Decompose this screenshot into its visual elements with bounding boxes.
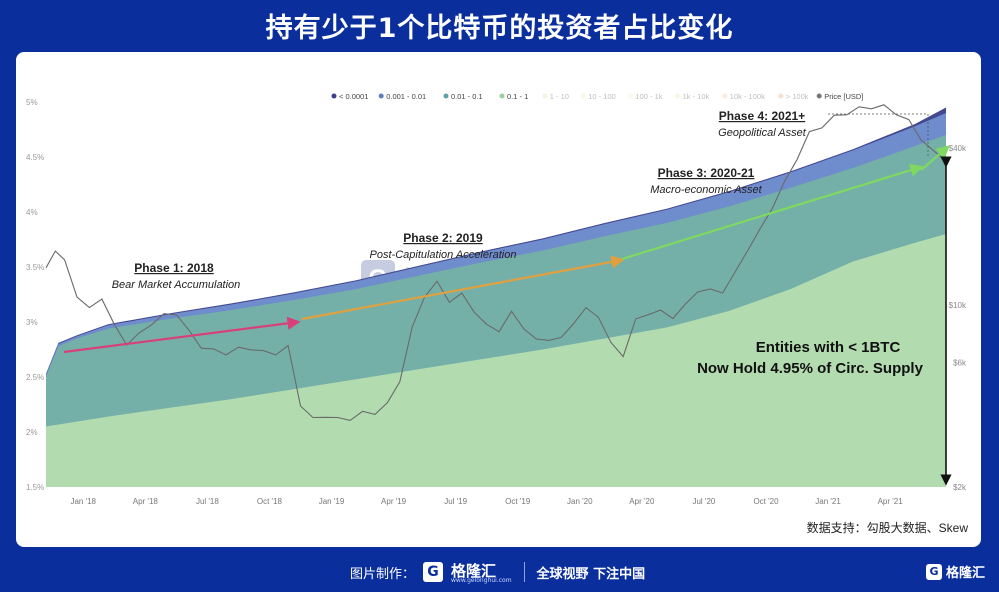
phase-title: Phase 3: 2020-21	[658, 166, 755, 180]
y-left-tick-label: 2.5%	[26, 373, 44, 382]
y-left-tick-label: 3.5%	[26, 263, 44, 272]
legend: < 0.0001 0.001 - 0.01 0.01 - 0.1 0.1 - 1 1 -…	[331, 92, 863, 101]
legend-entry: 1 - 10	[550, 92, 569, 101]
x-tick-label: Jul '19	[444, 497, 467, 506]
legend-marker	[499, 93, 505, 99]
y-left-tick-label: 5%	[26, 98, 38, 107]
legend-marker	[675, 93, 681, 99]
phase-subtitle: Bear Market Accumulation	[112, 279, 241, 291]
legend-marker	[627, 93, 633, 99]
y-right-tick-label: $2k	[953, 483, 967, 492]
area-series	[46, 107, 946, 487]
brand-block: 格隆汇 www.gelonghui.com	[451, 560, 512, 584]
title-banner: 持有少于1个比特币的投资者占比变化	[0, 0, 999, 50]
legend-marker	[816, 93, 822, 99]
x-tick-label: Oct '20	[753, 497, 779, 506]
phase-title: Phase 4: 2021+	[719, 109, 805, 123]
phase-arrow	[920, 145, 951, 171]
area-0-1-1	[46, 234, 946, 487]
legend-entry: < 0.0001	[339, 92, 368, 101]
y-left-tick-label: 4%	[26, 208, 38, 217]
phase-arrow	[621, 163, 924, 261]
x-tick-label: Jul '18	[196, 497, 219, 506]
y-right-tick-label: $6k	[953, 359, 967, 368]
corner-brand-name: 格隆汇	[945, 566, 985, 581]
made-by-label: 图片制作：	[350, 566, 416, 582]
x-tick-label: Oct '18	[257, 497, 283, 506]
legend-entry: 100 - 1k	[635, 92, 662, 101]
legend-entry: 1k - 10k	[683, 92, 710, 101]
page-title: 持有少于1个比特币的投资者占比变化	[265, 12, 734, 44]
slogan: 全球视野 下注中国	[536, 566, 646, 582]
legend-entry: 10 - 100	[588, 92, 616, 101]
legend-marker	[331, 93, 337, 99]
y-left-tick-label: 1.5%	[26, 483, 44, 492]
corner-logo-icon: G	[925, 563, 942, 580]
price-line	[45, 104, 947, 421]
legend-entry: 0.1 - 1	[507, 92, 528, 101]
footer: 图片制作： G 格隆汇 www.gelonghui.com 全球视野 下注中国 …	[0, 552, 999, 592]
x-tick-label: Apr '19	[381, 497, 407, 506]
source-note: 数据支持：勾股大数据、Skew	[807, 520, 969, 535]
x-tick-label: Oct '19	[505, 497, 531, 506]
legend-entry: 0.001 - 0.01	[386, 92, 426, 101]
legend-marker	[443, 93, 449, 99]
legend-marker	[378, 93, 384, 99]
x-tick-label: Apr '18	[133, 497, 159, 506]
footer-credit: 图片制作： G 格隆汇 www.gelonghui.com 全球视野 下注中国	[350, 560, 645, 584]
phase-title: Phase 2: 2019	[403, 231, 483, 245]
y-left-tick-label: 4.5%	[26, 153, 44, 162]
callout-line1: Entities with < 1BTC	[756, 339, 901, 356]
phase-subtitle: Geopolitical Asset	[718, 127, 807, 139]
price-series	[45, 104, 947, 421]
brand-name: 格隆汇	[451, 562, 497, 580]
phase-arrow	[301, 255, 625, 321]
callout-line2: Now Hold 4.95% of Circ. Supply	[697, 360, 924, 377]
y-left-tick-label: 2%	[26, 428, 38, 437]
legend-marker	[542, 93, 548, 99]
legend-entry: 0.01 - 0.1	[451, 92, 483, 101]
phase-title: Phase 1: 2018	[134, 261, 214, 275]
x-tick-label: Jan '20	[567, 497, 593, 506]
x-tick-label: Jan '19	[319, 497, 345, 506]
x-tick-label: Jan '18	[70, 497, 96, 506]
legend-marker	[778, 93, 784, 99]
y-left-tick-label: 3%	[26, 318, 38, 327]
legend-entry: > 100k	[786, 92, 809, 101]
gelonghui-logo-icon: G	[423, 562, 444, 582]
phase-subtitle: Macro-economic Asset	[650, 184, 762, 196]
legend-entry: Price [USD]	[824, 92, 863, 101]
legend-entry: 10k - 100k	[730, 92, 765, 101]
brand-url: www.gelonghui.com	[451, 577, 512, 584]
x-tick-label: Jul '20	[692, 497, 715, 506]
phase-arrow	[63, 316, 301, 354]
footer-divider	[523, 562, 525, 582]
legend-marker	[580, 93, 586, 99]
x-tick-label: Apr '20	[629, 497, 655, 506]
phase-subtitle: Post-Capitulation Acceleration	[370, 249, 517, 261]
y-right-tick-label: $40k	[949, 144, 967, 153]
x-tick-label: Apr '21	[878, 497, 904, 506]
legend-marker	[722, 93, 728, 99]
y-right-tick-label: $10k	[949, 301, 967, 310]
x-tick-label: Jan '21	[815, 497, 841, 506]
axes: Jan '18 Apr '18 Jul '18 Oct '18 Jan '19 Apr '…	[26, 98, 967, 506]
annotations: Phase 1: 2018 Bear Market Accumulation Pha…	[63, 109, 952, 486]
corner-brand: G 格隆汇	[925, 562, 985, 581]
